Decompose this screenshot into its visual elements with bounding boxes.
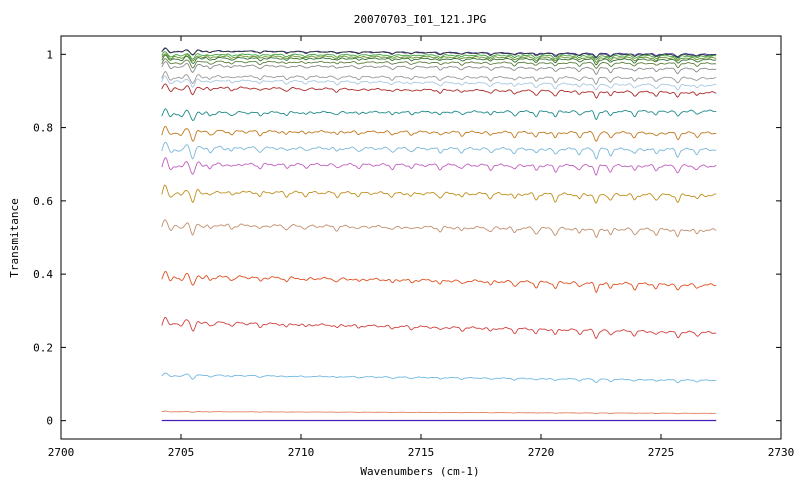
series-group <box>161 47 717 422</box>
series-line <box>161 61 717 76</box>
series-line <box>161 317 717 339</box>
x-tick-label: 2710 <box>288 446 315 459</box>
series-line <box>161 219 717 239</box>
series-line <box>161 54 717 66</box>
y-axis-label: Transmitance <box>8 198 21 277</box>
series-line <box>161 53 717 63</box>
y-tick-label: 0 <box>46 415 53 428</box>
series-line <box>161 48 717 58</box>
x-tick-label: 2705 <box>168 446 195 459</box>
x-tick-label: 2700 <box>48 446 75 459</box>
y-tick-label: 1 <box>46 48 53 61</box>
x-tick-label: 2725 <box>648 446 675 459</box>
x-axis: 2700 2705 2710 2715 2720 2725 2730 <box>48 36 795 459</box>
series-line <box>161 410 717 415</box>
series-line <box>161 184 717 204</box>
series-line <box>161 126 717 142</box>
series-line <box>161 372 717 384</box>
x-tick-label: 2730 <box>768 446 795 459</box>
y-tick-label: 0.2 <box>33 341 53 354</box>
plot-frame <box>60 35 782 440</box>
series-line <box>161 270 717 294</box>
series-line <box>161 108 717 121</box>
series-line <box>161 83 717 99</box>
y-tick-label: 0.8 <box>33 122 53 135</box>
series-line <box>161 141 717 160</box>
x-tick-label: 2715 <box>408 446 435 459</box>
y-axis: 0 0.2 0.4 0.6 0.8 1 <box>33 48 781 428</box>
chart-title: 20070703_I01_121.JPG <box>354 13 486 26</box>
x-axis-label: Wavenumbers (cm-1) <box>360 465 479 478</box>
series-line <box>161 157 717 176</box>
series-line <box>161 75 717 91</box>
y-tick-label: 0.4 <box>33 268 53 281</box>
series-line <box>161 71 717 85</box>
x-tick-label: 2720 <box>528 446 555 459</box>
series-line <box>161 58 717 69</box>
series-line <box>161 47 717 59</box>
y-tick-label: 0.6 <box>33 195 53 208</box>
series-line <box>161 51 717 61</box>
